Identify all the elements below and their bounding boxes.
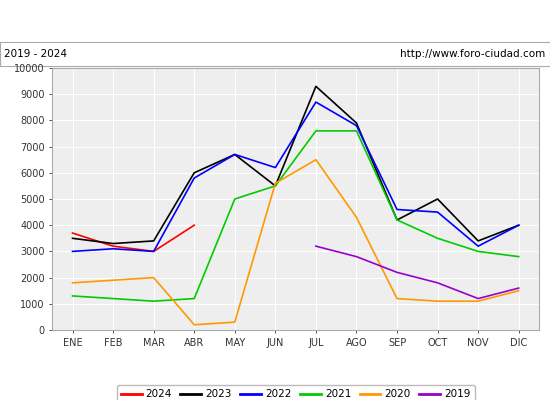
Legend: 2024, 2023, 2022, 2021, 2020, 2019: 2024, 2023, 2022, 2021, 2020, 2019 [117,385,475,400]
Text: http://www.foro-ciudad.com: http://www.foro-ciudad.com [400,49,546,59]
Text: Evolucion Nº Turistas Nacionales en el municipio de Nombela: Evolucion Nº Turistas Nacionales en el m… [22,14,528,28]
Text: 2019 - 2024: 2019 - 2024 [4,49,68,59]
